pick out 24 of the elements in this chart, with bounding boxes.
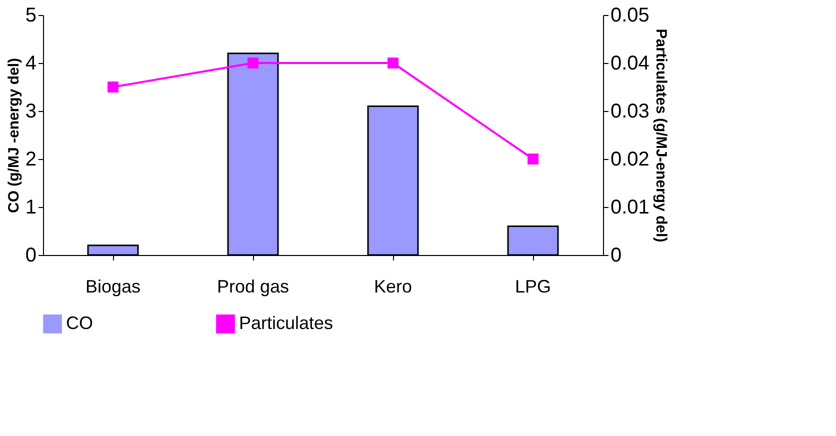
legend-label: CO bbox=[66, 312, 93, 333]
y2-axis-title: Particulates (g/MJ-energy del) bbox=[652, 28, 670, 242]
y-tick-label: 2 bbox=[25, 148, 36, 170]
y2-tick-label: 0 bbox=[610, 244, 622, 266]
y-tick-label: 3 bbox=[25, 100, 36, 122]
y-tick-label: 5 bbox=[25, 4, 36, 26]
legend-label: Particulates bbox=[239, 312, 334, 333]
y-tick-label: 1 bbox=[25, 196, 36, 218]
y2-tick-label: 0.04 bbox=[610, 52, 650, 74]
y2-tick-label: 0.02 bbox=[610, 148, 650, 170]
y-tick-label: 4 bbox=[25, 52, 36, 74]
y-tick-label: 0 bbox=[25, 244, 36, 266]
y2-tick-label: 0.03 bbox=[610, 100, 650, 122]
y2-tick-label: 0.05 bbox=[610, 4, 650, 26]
point bbox=[528, 154, 538, 164]
point bbox=[388, 58, 398, 68]
y2-tick-label: 0.01 bbox=[610, 196, 650, 218]
point bbox=[108, 82, 118, 92]
x-tick-label: Prod gas bbox=[216, 276, 290, 296]
y-axis-title: CO (g/MJ -energy del) bbox=[5, 58, 22, 214]
point bbox=[248, 58, 258, 68]
x-tick-label: LPG bbox=[514, 276, 552, 296]
x-tick-label: Biogas bbox=[85, 276, 141, 296]
x-tick-label: Kero bbox=[374, 276, 412, 296]
